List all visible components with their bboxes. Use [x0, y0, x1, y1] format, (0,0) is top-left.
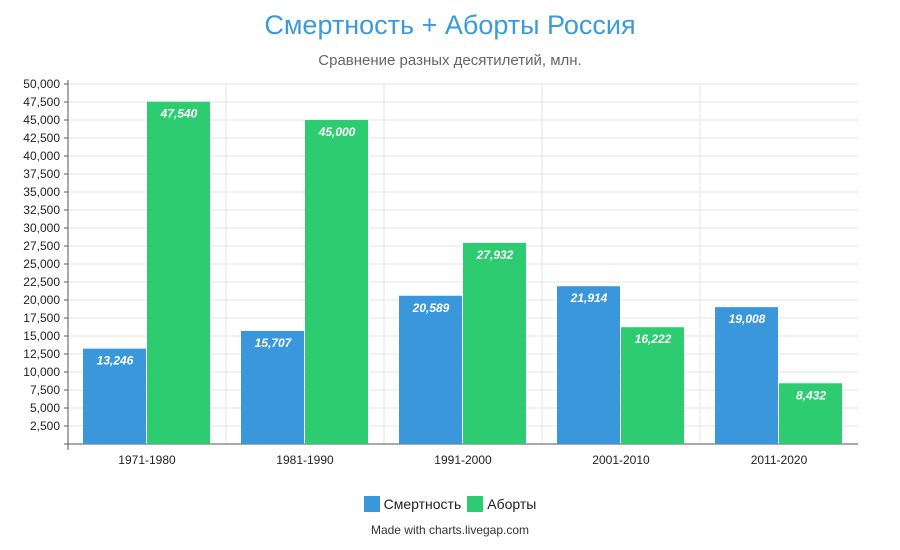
y-tick-label: 50,000 — [23, 77, 60, 91]
bar-mortality — [241, 330, 304, 444]
data-label: 21,914 — [570, 291, 608, 305]
y-tick-label: 15,000 — [23, 329, 60, 343]
y-tick-label: 12,500 — [23, 347, 60, 361]
data-label: 27,932 — [476, 248, 514, 262]
legend-swatch-mortality — [363, 496, 380, 512]
y-tick-label: 17,500 — [23, 311, 60, 325]
x-tick-label: 1981-1990 — [276, 453, 334, 467]
legend-label-mortality: Смертность — [383, 496, 462, 512]
bar-mortality — [557, 286, 620, 444]
y-tick-label: 35,000 — [23, 185, 60, 199]
legend: Смертность Аборты — [0, 496, 900, 512]
bar-abortions — [305, 120, 368, 444]
bar-mortality — [399, 295, 462, 444]
bar-abortions — [147, 101, 210, 444]
y-tick-label: 27,500 — [23, 239, 60, 253]
legend-swatch-abortions — [467, 496, 484, 512]
y-tick-label: 20,000 — [23, 293, 60, 307]
y-tick-label: 5,000 — [30, 401, 60, 415]
data-label: 13,246 — [97, 354, 134, 368]
x-tick-label: 1971-1980 — [118, 453, 176, 467]
data-label: 16,222 — [635, 332, 672, 346]
y-tick-label: 37,500 — [23, 167, 60, 181]
y-tick-label: 32,500 — [23, 203, 60, 217]
y-tick-label: 2,500 — [30, 419, 60, 433]
y-tick-label: 7,500 — [30, 383, 60, 397]
x-tick-label: 2001-2010 — [592, 453, 650, 467]
x-tick-label: 1991-2000 — [434, 453, 492, 467]
legend-item-mortality[interactable]: Смертность — [363, 496, 462, 512]
chart-subtitle: Сравнение разных десятилетий, млн. — [318, 52, 582, 69]
y-tick-label: 45,000 — [23, 113, 60, 127]
bar-abortions — [463, 242, 526, 444]
y-tick-label: 10,000 — [23, 365, 60, 379]
data-label: 8,432 — [796, 388, 826, 402]
y-tick-label: 47,500 — [23, 95, 60, 109]
y-tick-label: 30,000 — [23, 221, 60, 235]
data-label: 15,707 — [255, 336, 293, 350]
x-tick-label: 2011-2020 — [751, 453, 808, 467]
data-label: 47,540 — [160, 107, 198, 121]
bar-abortions — [621, 327, 684, 444]
bar-mortality — [83, 348, 146, 444]
data-label: 45,000 — [318, 125, 356, 139]
data-label: 19,008 — [729, 312, 766, 326]
bar-abortions — [779, 383, 842, 444]
legend-label-abortions: Аборты — [487, 496, 537, 512]
credit-text: Made with charts.livegap.com — [370, 523, 530, 537]
y-tick-label: 42,500 — [23, 131, 60, 145]
y-tick-label: 25,000 — [23, 257, 60, 271]
y-tick-label: 22,500 — [23, 275, 60, 289]
bar-chart: 2,500 5,000 7,500 10,000 12,500 15,000 17,500 2… — [23, 77, 858, 467]
y-tick-label: 40,000 — [23, 149, 60, 163]
bar-mortality — [715, 307, 778, 444]
data-label: 20,589 — [412, 301, 450, 315]
chart-title: Смертность + Аборты Россия — [264, 10, 636, 40]
legend-item-abortions[interactable]: Аборты — [467, 496, 536, 512]
